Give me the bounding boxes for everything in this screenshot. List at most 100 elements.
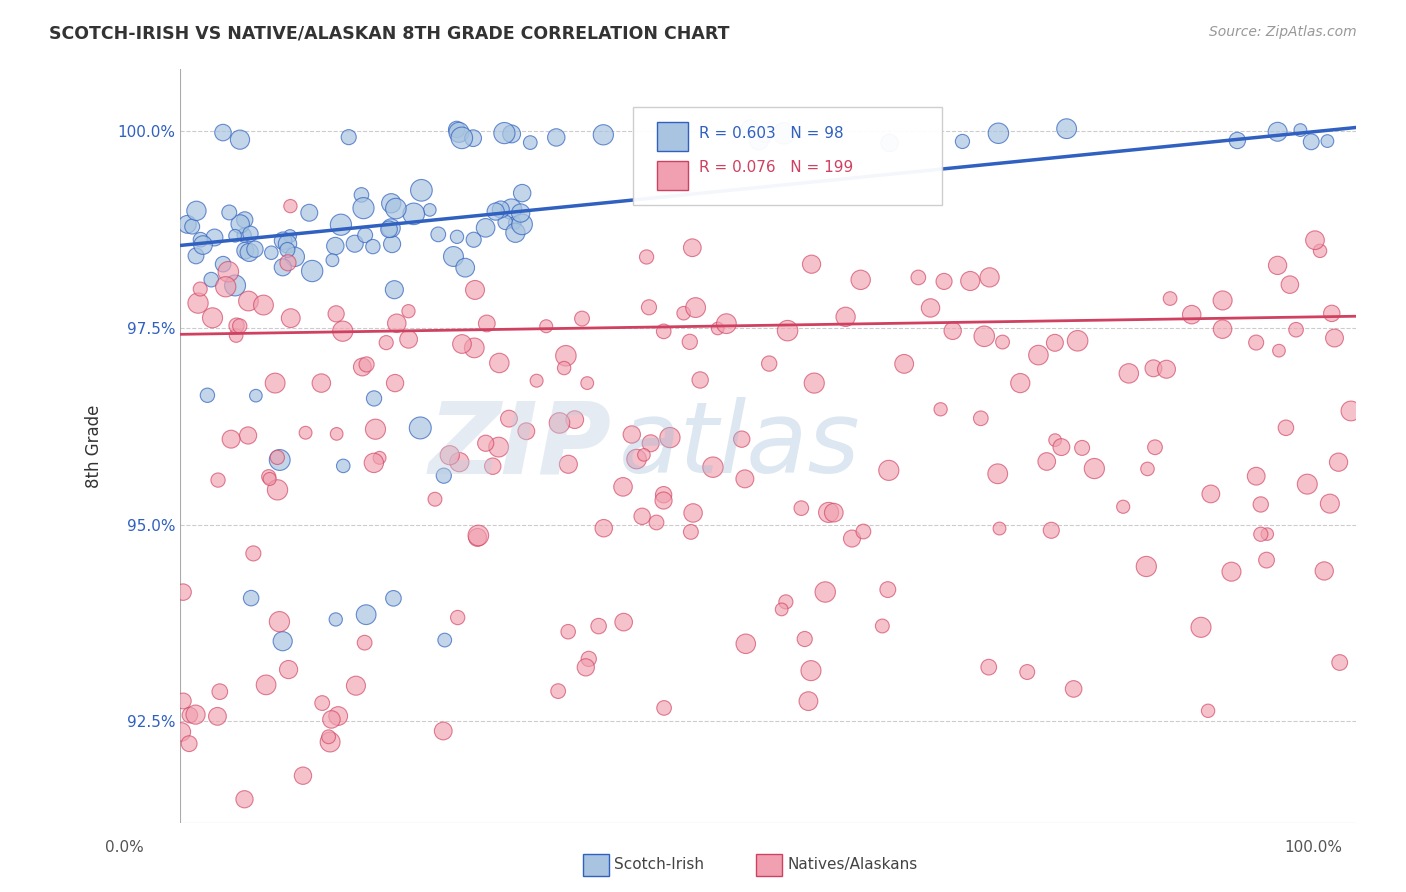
Point <box>1043 335 1066 350</box>
Point <box>519 136 541 150</box>
Point <box>398 332 420 346</box>
Point <box>548 416 571 430</box>
Point <box>557 624 579 639</box>
Point <box>423 492 446 507</box>
Point <box>488 440 510 454</box>
Point <box>381 237 404 252</box>
Point <box>298 206 321 220</box>
Point <box>170 725 193 739</box>
Point <box>451 337 474 351</box>
Point <box>224 278 246 293</box>
Point <box>215 279 238 293</box>
Point <box>276 243 298 257</box>
Point <box>748 133 770 147</box>
Point <box>553 361 575 376</box>
Point <box>575 660 598 674</box>
Point <box>738 121 761 136</box>
Point <box>1226 133 1249 147</box>
Point <box>321 253 343 268</box>
Point <box>344 679 367 693</box>
Point <box>201 310 224 325</box>
Point <box>454 260 477 275</box>
Point <box>494 126 516 140</box>
Point <box>1250 498 1272 512</box>
Point <box>301 264 323 278</box>
Point <box>640 436 662 450</box>
Point <box>257 469 280 483</box>
Point <box>554 349 576 363</box>
Point <box>239 227 262 241</box>
Point <box>398 304 420 318</box>
Text: SCOTCH-IRISH VS NATIVE/ALASKAN 8TH GRADE CORRELATION CHART: SCOTCH-IRISH VS NATIVE/ALASKAN 8TH GRADE… <box>49 25 730 43</box>
Point <box>311 376 333 390</box>
Point <box>278 229 301 244</box>
Point <box>652 493 675 508</box>
Point <box>489 202 512 217</box>
Point <box>217 265 239 279</box>
Point <box>1289 123 1312 137</box>
Point <box>187 296 209 310</box>
Point <box>652 324 675 338</box>
Point <box>197 388 219 402</box>
Point <box>970 411 993 425</box>
Point <box>337 130 360 145</box>
Point <box>190 233 212 247</box>
Point <box>1066 334 1088 348</box>
Text: Source: ZipAtlas.com: Source: ZipAtlas.com <box>1209 25 1357 39</box>
Point <box>652 488 675 502</box>
Point <box>433 468 456 483</box>
Point <box>1071 441 1094 455</box>
Point <box>1212 293 1234 308</box>
Point <box>682 506 704 520</box>
Point <box>546 130 568 145</box>
Point <box>1159 292 1181 306</box>
Point <box>225 318 247 333</box>
Point <box>409 421 432 435</box>
Point <box>631 509 654 524</box>
Text: Natives/Alaskans: Natives/Alaskans <box>787 857 918 872</box>
Point <box>498 411 520 425</box>
Point <box>872 619 894 633</box>
Text: atlas: atlas <box>619 398 860 494</box>
Point <box>382 283 405 297</box>
Point <box>294 425 316 440</box>
Point <box>776 324 799 338</box>
Point <box>354 607 377 622</box>
Point <box>501 127 523 141</box>
Point <box>321 713 343 727</box>
Point <box>758 357 780 371</box>
Point <box>364 422 387 436</box>
Point <box>259 472 281 486</box>
Point <box>378 222 401 236</box>
Point <box>620 427 643 442</box>
Point <box>1296 477 1319 491</box>
Point <box>384 376 406 390</box>
Point <box>503 216 526 230</box>
Point <box>432 723 454 738</box>
Point <box>184 249 207 263</box>
Point <box>271 260 294 275</box>
Point <box>325 426 347 441</box>
Point <box>588 619 610 633</box>
Point <box>645 516 668 530</box>
Point <box>1199 487 1222 501</box>
Point <box>361 239 384 253</box>
Point <box>380 221 402 235</box>
Point <box>419 202 441 217</box>
Point <box>841 532 863 546</box>
Point <box>800 257 823 271</box>
Point <box>328 709 350 723</box>
Point <box>702 460 724 475</box>
Point <box>1181 308 1204 322</box>
Point <box>411 183 433 197</box>
Point <box>200 273 222 287</box>
Point <box>1278 277 1301 292</box>
Point <box>266 483 288 497</box>
Point <box>576 376 599 390</box>
Point <box>467 528 489 542</box>
Point <box>311 696 333 710</box>
Point <box>179 708 201 723</box>
Point <box>204 230 226 244</box>
Point <box>1285 323 1308 337</box>
Point <box>353 201 375 215</box>
